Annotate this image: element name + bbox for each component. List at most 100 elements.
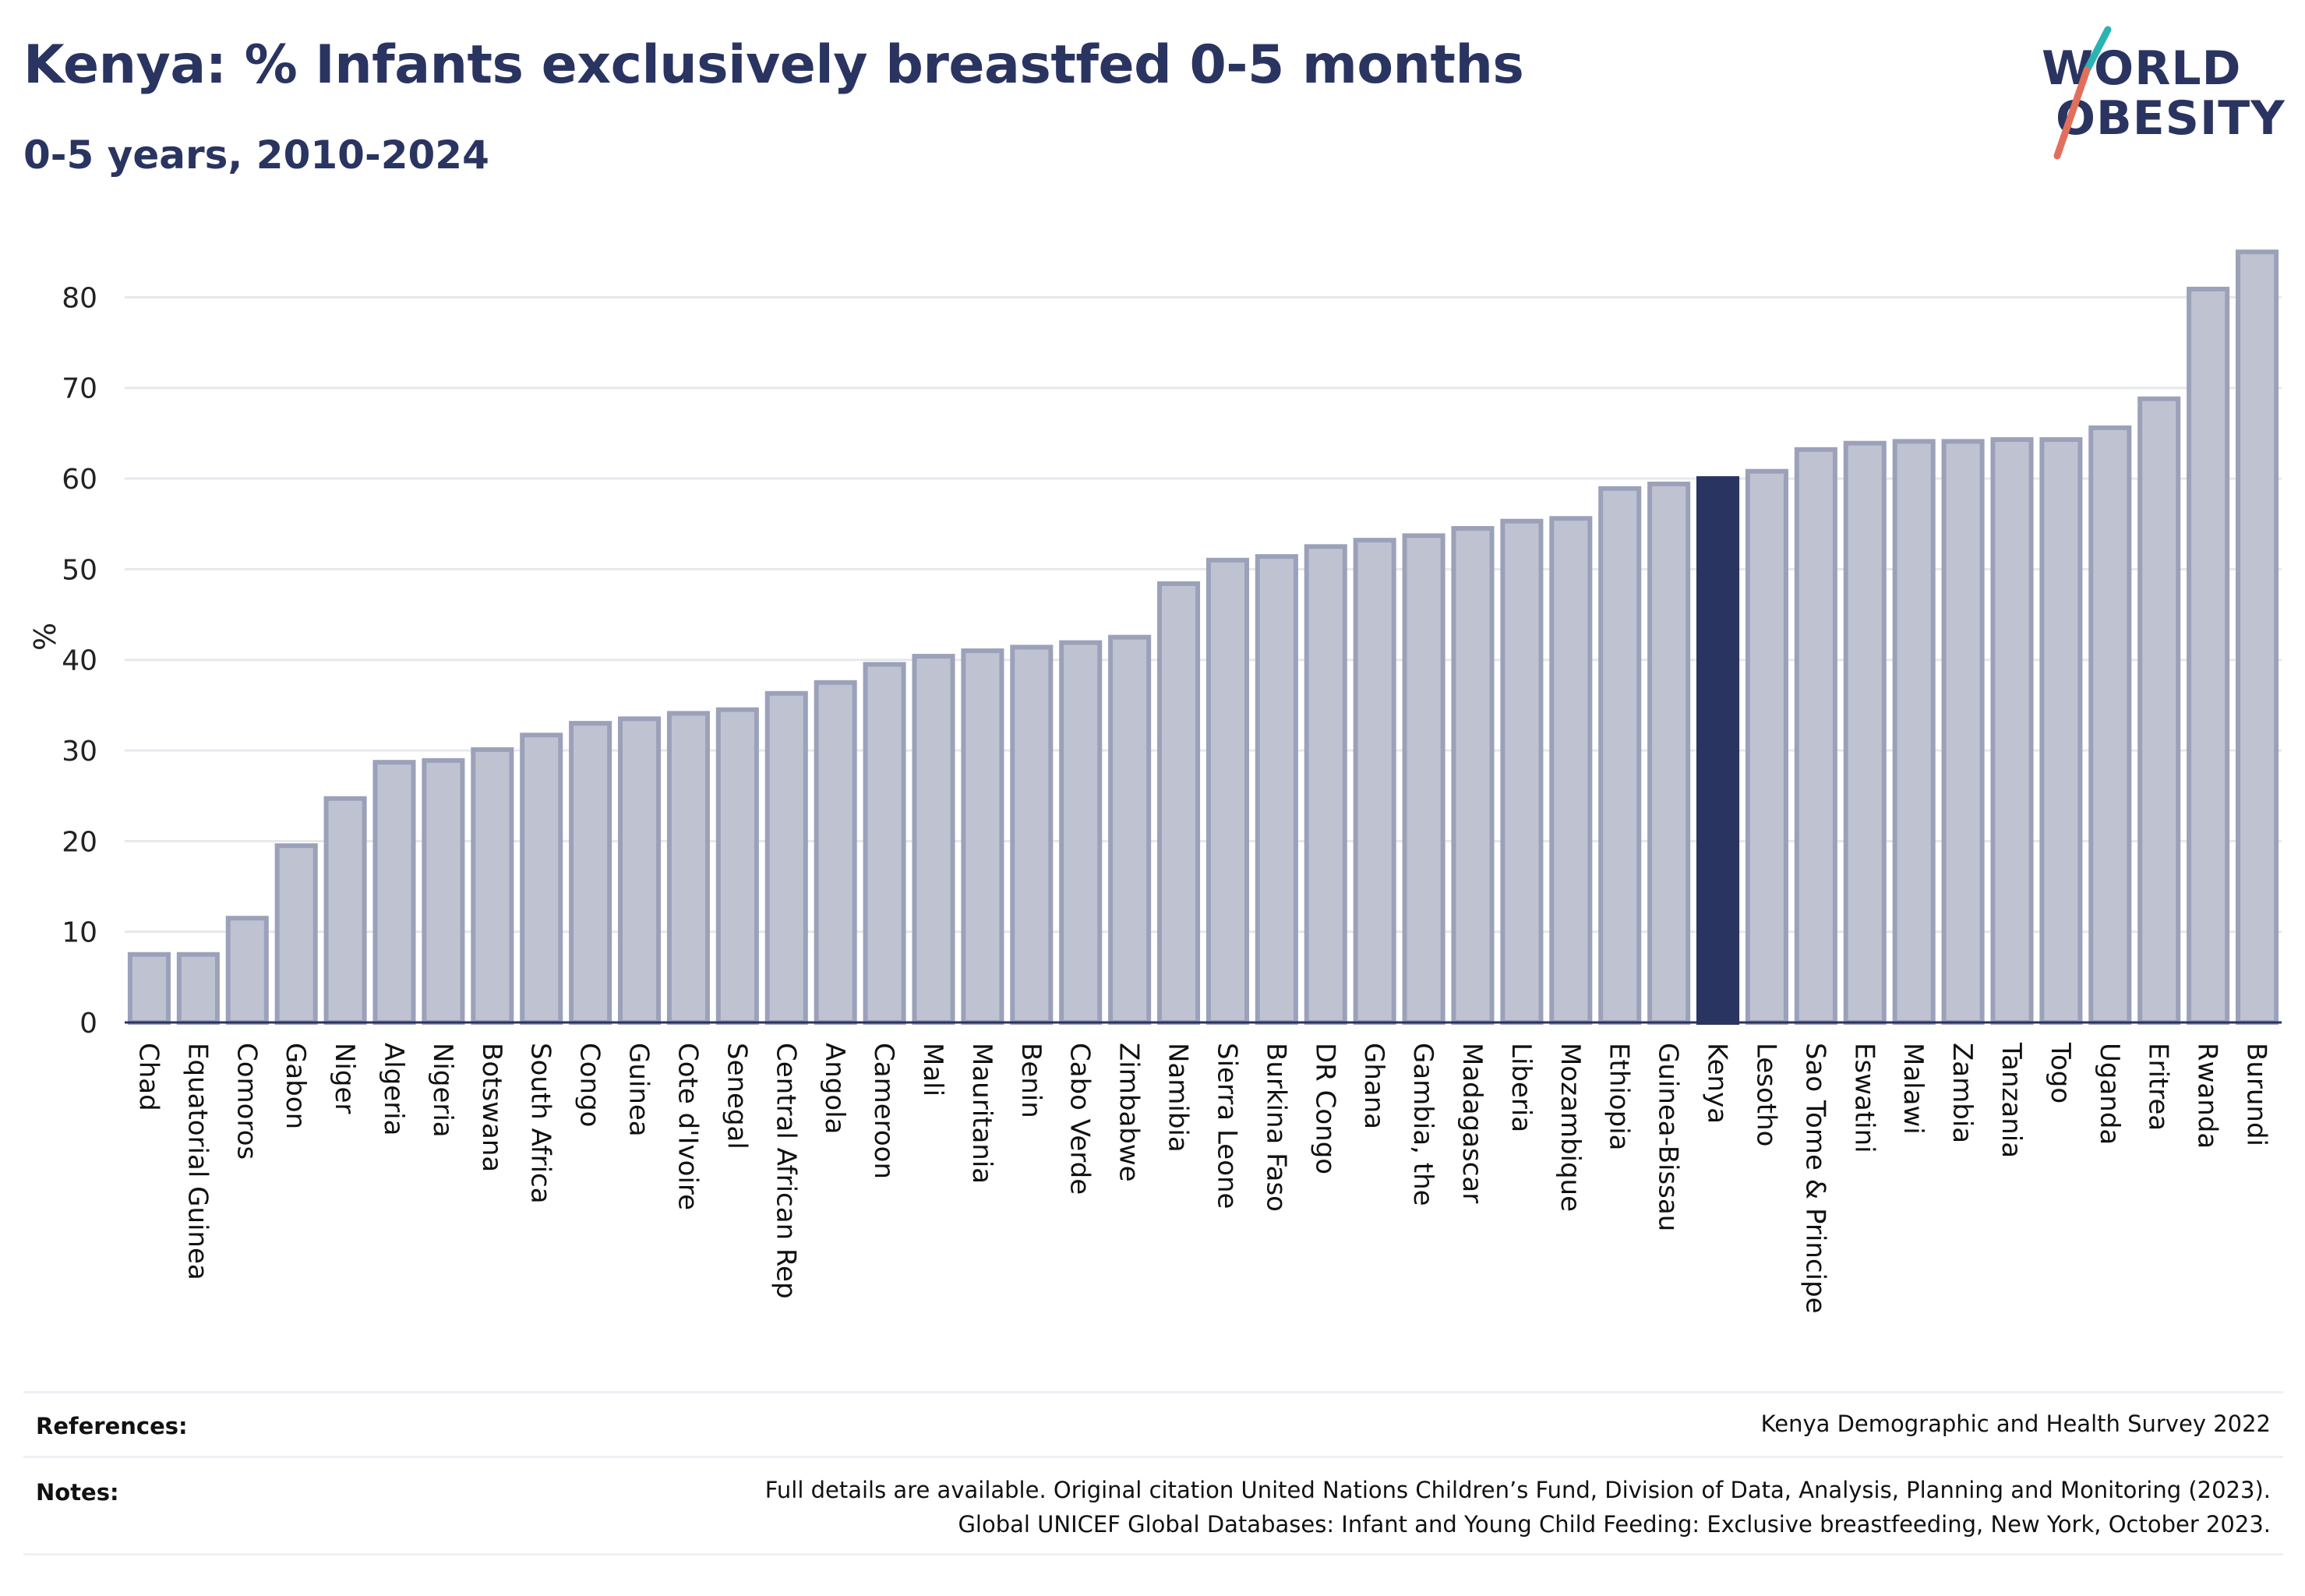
bar-eritrea	[2137, 396, 2181, 1025]
bar-burkina-faso	[1255, 554, 1298, 1025]
x-tick-label: Algeria	[378, 1043, 409, 1135]
bar-uganda	[2088, 425, 2132, 1025]
x-tick-label: Congo	[574, 1043, 605, 1127]
x-tick-label: Sao Tome & Principe	[1799, 1043, 1830, 1314]
x-tick-label: Sierra Leone	[1211, 1043, 1242, 1209]
x-tick-label: Gambia, the	[1407, 1043, 1438, 1206]
x-tick-label: Niger	[329, 1043, 360, 1114]
bar-benin	[1010, 644, 1054, 1026]
bar-nigeria	[422, 757, 465, 1025]
bar-cabo-verde	[1059, 640, 1103, 1026]
x-tick-label: Nigeria	[427, 1043, 458, 1138]
bar-kenya	[1696, 476, 1740, 1025]
x-tick-label: Central African Rep	[770, 1043, 801, 1299]
bar-zambia	[1941, 439, 1985, 1025]
bar-comoros	[225, 916, 269, 1025]
bar-ethiopia	[1598, 486, 1642, 1025]
bar-niger	[323, 796, 367, 1025]
x-tick-label: Burundi	[2241, 1043, 2272, 1146]
x-tick-label: Benin	[1015, 1043, 1047, 1118]
bar-botswana	[471, 747, 514, 1025]
bar-chad	[127, 952, 171, 1026]
x-tick-label: Ethiopia	[1604, 1043, 1635, 1150]
x-tick-label: Ghana	[1358, 1043, 1389, 1129]
y-tick-label: 20	[62, 826, 97, 858]
bar-sierra-leone	[1205, 557, 1249, 1025]
x-tick-label: Kenya	[1702, 1043, 1733, 1124]
bar-chart: 0 10 20 30 40 50 60 70 80 Chad Equatorial Guinea Co…	[62, 249, 2282, 1314]
bar-malawi	[1892, 439, 1936, 1025]
bar-lesotho	[1745, 468, 1788, 1025]
bar-tanzania	[1990, 437, 2034, 1025]
x-tick-label: South Africa	[525, 1043, 556, 1204]
notes-line-1: Full details are available. Original cit…	[764, 1477, 2271, 1503]
bar-rwanda	[2187, 286, 2230, 1026]
y-tick-label: 30	[62, 736, 97, 768]
bar-equatorial-guinea	[176, 952, 220, 1026]
x-tick-label: Madagascar	[1456, 1043, 1488, 1203]
x-tick-label: Tanzania	[1996, 1042, 2027, 1158]
bar-burundi	[2236, 249, 2279, 1026]
x-tick-label: Guinea-Bissau	[1653, 1043, 1684, 1231]
x-tick-label: Mauritania	[966, 1043, 997, 1184]
bar-cote-d-ivoire	[666, 711, 710, 1025]
bar-mali	[912, 654, 955, 1025]
bar-eswatini	[1843, 440, 1887, 1025]
bar-south-africa	[520, 733, 563, 1025]
x-tick-label: Equatorial Guinea	[182, 1043, 213, 1280]
x-tick-label: Angola	[819, 1043, 850, 1134]
x-tick-label: Uganda	[2094, 1043, 2125, 1145]
notes-text: Full details are available. Original cit…	[765, 1473, 2271, 1541]
logo-word-world: WORLD	[2042, 41, 2242, 96]
y-tick-label: 60	[62, 464, 97, 496]
chart-subtitle: 0-5 years, 2010-2024	[23, 132, 489, 178]
x-tick-label: Burkina Faso	[1260, 1043, 1291, 1212]
x-tick-label: Guinea	[623, 1043, 655, 1137]
footer-rule-bottom	[23, 1553, 2283, 1555]
bar-togo	[2039, 437, 2083, 1025]
bar-congo	[569, 721, 612, 1025]
bar-mauritania	[961, 648, 1004, 1025]
notes-label: Notes:	[36, 1479, 119, 1506]
x-tick-label: Zimbabwe	[1114, 1043, 1145, 1182]
x-tick-label: Mali	[917, 1043, 948, 1096]
x-tick-label: Chad	[132, 1043, 164, 1111]
x-tick-label: Mozambique	[1555, 1043, 1586, 1212]
x-tick-label: Malawi	[1897, 1043, 1929, 1135]
notes-row: Notes: Full details are available. Origi…	[23, 1456, 2283, 1557]
x-tick-label: Cote d'Ivoire	[672, 1043, 703, 1210]
references-text: Kenya Demographic and Health Survey 2022	[1760, 1411, 2271, 1437]
bar-dr-congo	[1304, 544, 1347, 1025]
bar-cameroon	[863, 662, 906, 1025]
references-row: References: Kenya Demographic and Health…	[23, 1391, 2283, 1457]
x-tick-label: Cabo Verde	[1064, 1043, 1096, 1195]
x-tick-label: Eritrea	[2143, 1043, 2174, 1131]
bar-angola	[814, 680, 857, 1025]
bar-senegal	[715, 707, 759, 1025]
x-tick-label: Namibia	[1163, 1043, 1194, 1153]
logo-word-obesity: OBESITY	[2056, 91, 2286, 146]
bar-liberia	[1500, 518, 1544, 1025]
x-tick-label: Liberia	[1505, 1043, 1537, 1132]
y-tick-label: 70	[62, 373, 97, 405]
x-tick-label: Cameroon	[868, 1043, 899, 1179]
x-tick-label: Eswatini	[1848, 1043, 1880, 1153]
x-tick-label: Comoros	[231, 1043, 262, 1160]
x-tick-label: Botswana	[476, 1043, 507, 1172]
footer-rule-top	[23, 1391, 2283, 1393]
bar-gambia-the	[1402, 533, 1445, 1025]
bar-zimbabwe	[1108, 634, 1152, 1026]
footer-rule-middle	[23, 1456, 2283, 1458]
bar-ghana	[1353, 538, 1396, 1025]
bar-algeria	[372, 760, 416, 1025]
x-tick-label: DR Congo	[1309, 1043, 1340, 1174]
x-tick-label: Togo	[2045, 1042, 2076, 1103]
bar-central-african-rep	[764, 690, 808, 1025]
notes-line-2: Global UNICEF Global Databases: Infant a…	[958, 1511, 2271, 1538]
x-tick-label: Gabon	[280, 1043, 311, 1129]
references-label: References:	[36, 1413, 188, 1439]
bar-guinea	[618, 716, 662, 1025]
bar-mozambique	[1549, 516, 1593, 1025]
bar-sao-tome-principe	[1794, 447, 1837, 1025]
chart-title: Kenya: % Infants exclusively breastfed 0…	[23, 34, 1524, 96]
